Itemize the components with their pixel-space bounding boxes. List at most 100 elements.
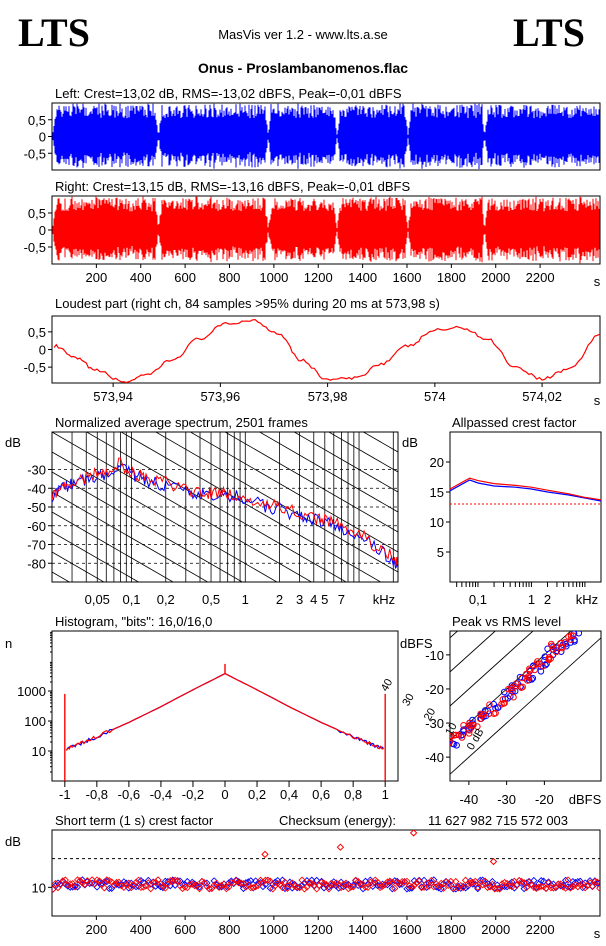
histogram-series [65, 672, 385, 751]
avg-spectrum-grid [52, 432, 398, 582]
peak-vs-rms-point [490, 700, 497, 708]
short-term-crest-point [244, 878, 252, 886]
short-term-crest-point [227, 878, 235, 887]
allpassed-crest-series [449, 477, 602, 501]
lts-logo-right: LTS [513, 10, 585, 55]
short-term-crest-point [561, 876, 570, 885]
peak-vs-rms-point [549, 645, 557, 653]
histogram-xtick-label: 0,8 [344, 787, 362, 802]
short-term-crest-point [415, 877, 423, 885]
short-term-crest-xtick-label: 1200 [304, 922, 333, 937]
short-term-crest-point [481, 877, 489, 885]
avg-spectrum-slope [189, 432, 398, 553]
avg-spectrum-slope [52, 491, 209, 582]
loudest-part-ytick-label: -0,5 [24, 360, 46, 375]
avg-spectrum-xtick-label: 4 [310, 592, 317, 607]
short-term-crest-point [522, 883, 531, 892]
avg-spectrum-xunit: kHz [373, 592, 395, 607]
short-term-crest-xtick-label: 200 [86, 922, 108, 937]
short-term-crest-point [247, 877, 255, 885]
loudest-part-title: Loudest part (right ch, 84 samples >95% … [55, 296, 440, 311]
histogram-xtick-label: 1 [382, 787, 389, 802]
short-term-crest-point [293, 884, 301, 892]
allpassed-crest-xunit: kHz [576, 592, 598, 607]
peak-vs-rms-crest-lines [450, 631, 601, 775]
short-term-crest-point [134, 876, 143, 884]
short-term-crest-point [105, 876, 113, 885]
histogram-xtick-label: 0,6 [312, 787, 330, 802]
avg-spectrum-slope [258, 432, 398, 513]
short-term-crest-point [273, 876, 282, 885]
short-term-crest-point [405, 884, 414, 893]
short-term-crest-point [537, 876, 545, 885]
short-term-crest-point [249, 883, 257, 892]
short-term-crest-point [500, 878, 509, 887]
short-term-crest-point [166, 877, 174, 885]
peak-vs-rms-point [531, 666, 538, 674]
short-term-crest-xtick-label: 400 [130, 922, 152, 937]
right-waveform-ytick-label: 0 [39, 223, 46, 238]
right-waveform-xunit: s [594, 274, 601, 289]
short-term-crest-point [78, 879, 87, 887]
peak-vs-rms-crest-line [450, 631, 572, 741]
peak-vs-rms-point [533, 660, 540, 668]
loudest-part-xtick-label: 573,94 [93, 389, 133, 404]
peak-vs-rms-xtick-label: -30 [497, 792, 516, 807]
right-waveform-xtick-label: 1600 [393, 270, 422, 285]
avg-spectrum-slope [155, 432, 398, 573]
peak-vs-rms-point [525, 673, 532, 680]
right-waveform-xtick-label: 200 [86, 270, 108, 285]
short-term-crest-point [566, 884, 575, 892]
short-term-crest-point [200, 879, 209, 887]
short-term-crest-point [452, 877, 460, 886]
histogram-xtick-label: 0,4 [280, 787, 298, 802]
peak-vs-rms-point [452, 731, 460, 739]
short-term-crest-point [464, 882, 472, 890]
short-term-crest-point [374, 878, 382, 886]
histogram-xtick-label: -0,8 [86, 787, 108, 802]
histogram-xtick-label: 0,2 [248, 787, 266, 802]
short-term-crest-xtick-label: 2000 [481, 922, 510, 937]
peak-vs-rms-point [547, 655, 554, 662]
short-term-crest-point [388, 885, 396, 893]
peak-vs-rms-ytick-label: -30 [425, 716, 444, 731]
short-term-crest-xtick-label: 1000 [259, 922, 288, 937]
right-waveform-ytick-label: 0,5 [28, 206, 46, 221]
short-term-crest-point [361, 883, 370, 891]
histogram-ylabel: n [5, 636, 12, 651]
short-term-crest-point [269, 885, 277, 893]
peak-vs-rms-point [486, 701, 493, 708]
avg-spectrum-slope [293, 432, 398, 493]
short-term-crest-point [286, 878, 294, 886]
peak-vs-rms-point [465, 730, 473, 737]
histogram-xtick-label: -0,4 [150, 787, 172, 802]
short-term-crest-frame [51, 829, 601, 917]
short-term-crest-point [73, 876, 82, 884]
short-term-crest-point [56, 881, 65, 889]
peak-vs-rms-point [460, 722, 467, 729]
loudest-part-line [53, 318, 600, 383]
short-term-crest-point [273, 879, 282, 887]
short-term-crest-outlier [489, 857, 498, 866]
short-term-crest-point [549, 884, 558, 892]
short-term-crest-point [466, 877, 475, 885]
short-term-crest-point [518, 879, 526, 887]
short-term-crest-point [315, 881, 323, 890]
peak-vs-rms-point [450, 732, 453, 740]
right-waveform-xtick-label: 1400 [348, 270, 377, 285]
histogram-xtick-label: -0,6 [118, 787, 140, 802]
short-term-crest-point [325, 883, 333, 891]
short-term-crest-point [557, 882, 565, 890]
peak-vs-rms-title: Peak vs RMS level [452, 614, 561, 629]
avg-spectrum-ylabel: dB [5, 435, 21, 450]
peak-vs-rms-point [571, 638, 578, 645]
short-term-crest-point [488, 877, 497, 886]
short-term-crest-point [100, 884, 108, 892]
short-term-crest-point [103, 876, 111, 884]
peak-vs-rms-point [561, 639, 568, 646]
histogram-frame [51, 630, 399, 782]
peak-vs-rms-point [541, 656, 548, 664]
short-term-crest-point [366, 878, 375, 886]
avg-spectrum-slope [52, 511, 174, 582]
short-term-crest-point [147, 885, 155, 893]
